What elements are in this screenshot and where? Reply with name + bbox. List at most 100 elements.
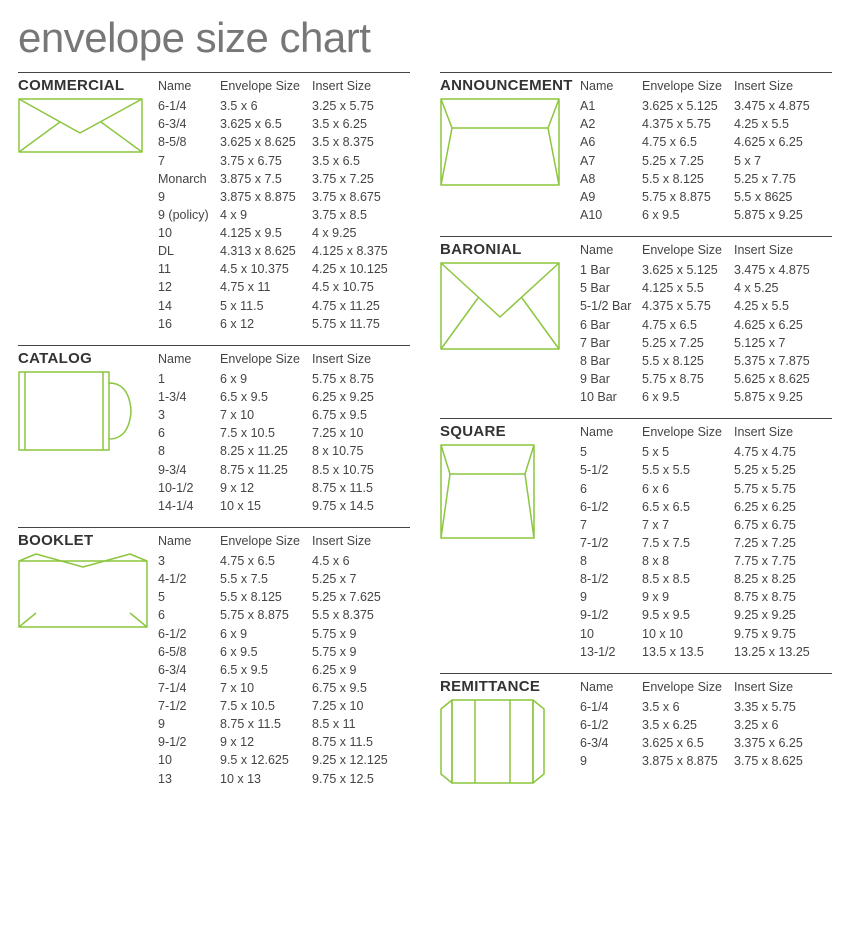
size-table: NameEnvelope SizeInsert Size55 x 54.75 x…: [580, 423, 832, 661]
size-table: NameEnvelope SizeInsert Size6-1/43.5 x 6…: [580, 678, 832, 771]
table-row: 7-1/47 x 106.75 x 9.5: [158, 679, 410, 697]
cell-env: 5 x 5: [642, 443, 734, 461]
cell-name: 8-1/2: [580, 570, 642, 588]
cell-env: 4 x 9: [220, 206, 312, 224]
cell-insert: 9.75 x 12.5: [312, 770, 410, 788]
col-header-env: Envelope Size: [220, 350, 312, 370]
table-row: 98.75 x 11.58.5 x 11: [158, 715, 410, 733]
cell-env: 3.625 x 5.125: [642, 261, 734, 279]
cell-env: 13.5 x 13.5: [642, 643, 734, 661]
cell-name: 4-1/2: [158, 570, 220, 588]
col-header-insert: Insert Size: [734, 423, 832, 443]
section-rule: [18, 72, 410, 73]
col-header-insert: Insert Size: [734, 678, 832, 698]
section-commercial: COMMERCIAL NameEnvelope SizeInsert Size6…: [18, 72, 410, 333]
cell-name: 9-1/2: [580, 606, 642, 624]
table-row: 14-1/410 x 159.75 x 14.5: [158, 497, 410, 515]
cell-name: 11: [158, 260, 220, 278]
section-body: REMITTANCE NameEnvelope SizeInsert Size6…: [440, 678, 832, 784]
table-row: A106 x 9.55.875 x 9.25: [580, 206, 832, 224]
cell-name: 5 Bar: [580, 279, 642, 297]
cell-name: 8: [580, 552, 642, 570]
cell-name: 6-3/4: [158, 115, 220, 133]
cell-env: 9.5 x 12.625: [220, 751, 312, 769]
cell-insert: 6.25 x 9: [312, 661, 410, 679]
table-row: 1010 x 109.75 x 9.75: [580, 625, 832, 643]
section-announcement: ANNOUNCEMENT NameEnvelope SizeInsert Siz…: [440, 72, 832, 224]
cell-insert: 5.375 x 7.875: [734, 352, 832, 370]
cell-insert: 5.875 x 9.25: [734, 206, 832, 224]
cell-name: 6: [580, 480, 642, 498]
cell-insert: 5.75 x 9: [312, 643, 410, 661]
cell-env: 7.5 x 10.5: [220, 697, 312, 715]
cell-name: 5: [580, 443, 642, 461]
cell-name: 14-1/4: [158, 497, 220, 515]
cell-insert: 8 x 10.75: [312, 442, 410, 460]
cell-insert: 6.75 x 9.5: [312, 679, 410, 697]
section-body: BARONIAL NameEnvelope SizeInsert Size1 B…: [440, 241, 832, 406]
cell-insert: 13.25 x 13.25: [734, 643, 832, 661]
cell-env: 9 x 12: [220, 479, 312, 497]
cell-name: 12: [158, 278, 220, 296]
cell-env: 6 x 9: [220, 370, 312, 388]
table-row: 9 (policy)4 x 93.75 x 8.5: [158, 206, 410, 224]
cell-name: 6-1/2: [158, 625, 220, 643]
section-catalog: CATALOG NameEnvelope SizeInsert Size16 x…: [18, 345, 410, 515]
cell-name: 5: [158, 588, 220, 606]
section-rule: [440, 236, 832, 237]
col-header-insert: Insert Size: [312, 532, 410, 552]
commercial-envelope-icon: [18, 98, 158, 153]
cell-name: 13: [158, 770, 220, 788]
cell-name: 9: [580, 752, 642, 770]
table-row: 7 Bar5.25 x 7.255.125 x 7: [580, 334, 832, 352]
cell-insert: 3.75 x 8.625: [734, 752, 832, 770]
table-row: 8 Bar5.5 x 8.1255.375 x 7.875: [580, 352, 832, 370]
cell-insert: 4.5 x 10.75: [312, 278, 410, 296]
cell-name: 1: [158, 370, 220, 388]
cell-insert: 3.375 x 6.25: [734, 734, 832, 752]
table-row: 7-1/27.5 x 7.57.25 x 7.25: [580, 534, 832, 552]
cell-env: 4.75 x 6.5: [642, 316, 734, 334]
section-square: SQUARE NameEnvelope SizeInsert Size55 x …: [440, 418, 832, 661]
cell-name: 6-1/4: [158, 97, 220, 115]
size-table: NameEnvelope SizeInsert Size34.75 x 6.54…: [158, 532, 410, 788]
cell-name: 9 Bar: [580, 370, 642, 388]
table-row: A64.75 x 6.54.625 x 6.25: [580, 133, 832, 151]
cell-name: 6-3/4: [580, 734, 642, 752]
table-row: 6-1/43.5 x 63.25 x 5.75: [158, 97, 410, 115]
cell-insert: 7.25 x 10: [312, 424, 410, 442]
cell-name: 8 Bar: [580, 352, 642, 370]
cell-env: 6.5 x 6.5: [642, 498, 734, 516]
cell-name: 9-1/2: [158, 733, 220, 751]
cell-name: 6-1/4: [580, 698, 642, 716]
table-row: 124.75 x 114.5 x 10.75: [158, 278, 410, 296]
table-row: 34.75 x 6.54.5 x 6: [158, 552, 410, 570]
cell-name: 6-3/4: [158, 661, 220, 679]
table-row: 6-3/46.5 x 9.56.25 x 9: [158, 661, 410, 679]
cell-name: 7: [158, 152, 220, 170]
col-header-name: Name: [580, 77, 642, 97]
cell-insert: 5.25 x 5.25: [734, 461, 832, 479]
cell-env: 5.25 x 7.25: [642, 152, 734, 170]
cell-insert: 5.5 x 8625: [734, 188, 832, 206]
table-row: 6-1/26.5 x 6.56.25 x 6.25: [580, 498, 832, 516]
cell-name: A1: [580, 97, 642, 115]
cell-env: 5.75 x 8.75: [642, 370, 734, 388]
cell-env: 5 x 11.5: [220, 297, 312, 315]
cell-env: 9.5 x 9.5: [642, 606, 734, 624]
cell-name: A9: [580, 188, 642, 206]
table-row: 16 x 95.75 x 8.75: [158, 370, 410, 388]
cell-env: 8.25 x 11.25: [220, 442, 312, 460]
cell-name: 10: [158, 224, 220, 242]
cell-env: 3.625 x 8.625: [220, 133, 312, 151]
cell-env: 6 x 12: [220, 315, 312, 333]
table-row: 6-1/23.5 x 6.253.25 x 6: [580, 716, 832, 734]
cell-insert: 3.475 x 4.875: [734, 97, 832, 115]
size-table: NameEnvelope SizeInsert Size6-1/43.5 x 6…: [158, 77, 410, 333]
table-row: 37 x 106.75 x 9.5: [158, 406, 410, 424]
cell-name: 8-5/8: [158, 133, 220, 151]
cell-name: 6-1/2: [580, 498, 642, 516]
col-header-name: Name: [580, 241, 642, 261]
table-row: DL4.313 x 8.6254.125 x 8.375: [158, 242, 410, 260]
cell-env: 3.875 x 8.875: [220, 188, 312, 206]
